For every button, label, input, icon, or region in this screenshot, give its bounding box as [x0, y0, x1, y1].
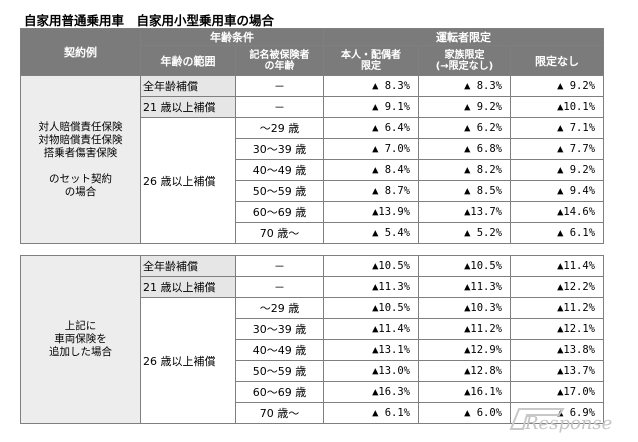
response-logo-icon: Response.	[509, 408, 613, 434]
header-insured-age: 記名被保険者 の年齢	[235, 45, 324, 76]
age-range-cell: 21 歳以上補償	[140, 276, 236, 298]
insured-age-cell: －	[235, 276, 324, 298]
rate-cell: ▲ 6.2%	[418, 117, 511, 139]
rate-table-section-2: 上記に 車両保険を 追加した場合 全年齢補償 － ▲10.5% ▲10.5% ▲…	[20, 255, 604, 424]
rate-cell: ▲11.4%	[323, 318, 419, 340]
insured-age-cell: ～29 歳	[235, 117, 324, 139]
age-range-cell: 21 歳以上補償	[140, 96, 236, 118]
rate-cell: ▲ 9.2%	[509, 159, 605, 181]
rate-cell: ▲12.1%	[510, 318, 604, 340]
age-range-cell: 全年齢補償	[140, 75, 236, 97]
page-title: 自家用普通乗用車 自家用小型乗用車の場合	[24, 13, 275, 28]
insured-age-cell: 40～49 歳	[235, 159, 324, 181]
rate-cell: ▲ 8.2%	[418, 159, 511, 181]
insured-age-cell: 30～39 歳	[235, 138, 324, 160]
age-range-cell: 26 歳以上補償	[140, 117, 236, 244]
rate-cell: ▲ 7.0%	[323, 138, 419, 160]
rate-cell: ▲13.9%	[323, 201, 419, 223]
rate-cell: ▲13.7%	[510, 360, 604, 382]
rate-cell: ▲ 9.1%	[323, 96, 419, 118]
insured-age-cell: 70 歳～	[235, 222, 324, 244]
header-age-condition: 年齢条件	[140, 28, 324, 46]
rate-cell: ▲10.5%	[323, 297, 419, 319]
rate-table-section-1: 契約例 年齢条件 運転者限定 年齢の範囲 記名被保険者 の年齢 本人・配偶者 限定 …	[20, 28, 605, 244]
rate-cell: ▲13.7%	[418, 201, 511, 223]
watermark-text: Response.	[524, 413, 613, 434]
rate-cell: ▲10.3%	[418, 297, 511, 319]
rate-cell: ▲ 6.8%	[418, 138, 511, 160]
rate-cell: ▲11.3%	[418, 276, 511, 298]
rate-cell: ▲ 8.5%	[418, 180, 511, 202]
rate-cell: ▲ 9.4%	[509, 180, 605, 202]
header-age-range: 年齢の範囲	[140, 45, 236, 76]
rate-cell: ▲ 6.1%	[323, 402, 419, 424]
rate-cell: ▲ 9.2%	[509, 75, 605, 97]
rate-cell: ▲ 6.4%	[323, 117, 419, 139]
insured-age-cell: －	[235, 96, 324, 118]
age-range-cell: 26 歳以上補償	[140, 297, 236, 424]
rate-cell: ▲ 6.9%	[510, 402, 604, 424]
insured-age-cell: 60～69 歳	[235, 381, 324, 403]
insured-age-cell: 50～59 歳	[235, 360, 324, 382]
rate-cell: ▲16.3%	[323, 381, 419, 403]
insured-age-cell: 40～49 歳	[235, 339, 324, 361]
rate-cell: ▲10.5%	[323, 255, 419, 277]
rate-cell: ▲ 8.3%	[418, 75, 511, 97]
rate-cell: ▲13.1%	[323, 339, 419, 361]
insured-age-cell: －	[235, 75, 324, 97]
header-contract-example: 契約例	[20, 28, 141, 76]
rate-cell: ▲11.4%	[510, 255, 604, 277]
insured-age-cell: －	[235, 255, 324, 277]
section2-label: 上記に 車両保険を 追加した場合	[20, 255, 141, 424]
rate-cell: ▲ 7.7%	[509, 138, 605, 160]
insured-age-cell: 70 歳～	[235, 402, 324, 424]
insured-age-cell: 60～69 歳	[235, 201, 324, 223]
age-range-cell: 全年齢補償	[140, 255, 236, 277]
rate-cell: ▲ 5.2%	[418, 222, 511, 244]
rate-cell: ▲14.6%	[509, 201, 605, 223]
rate-cell: ▲13.0%	[323, 360, 419, 382]
rate-cell: ▲12.9%	[418, 339, 511, 361]
rate-cell: ▲11.3%	[323, 276, 419, 298]
rate-cell: ▲12.2%	[510, 276, 604, 298]
section1-label: 対人賠償責任保険 対物賠償責任保険 搭乗者傷害保険 のセット契約 の場合	[20, 75, 141, 244]
rate-cell: ▲12.8%	[418, 360, 511, 382]
rate-cell: ▲ 8.7%	[323, 180, 419, 202]
rate-cell: ▲11.2%	[510, 297, 604, 319]
insured-age-cell: ～29 歳	[235, 297, 324, 319]
rate-cell: ▲ 8.4%	[323, 159, 419, 181]
header-self-spouse: 本人・配偶者 限定	[323, 45, 419, 76]
rate-cell: ▲ 6.1%	[509, 222, 605, 244]
rate-cell: ▲13.8%	[510, 339, 604, 361]
rate-cell: ▲ 9.2%	[418, 96, 511, 118]
insured-age-cell: 30～39 歳	[235, 318, 324, 340]
rate-cell: ▲10.5%	[418, 255, 511, 277]
rate-cell: ▲16.1%	[418, 381, 511, 403]
rate-cell: ▲ 6.0%	[418, 402, 511, 424]
rate-cell: ▲ 7.1%	[509, 117, 605, 139]
rate-cell: ▲10.1%	[509, 96, 605, 118]
rate-cell: ▲17.0%	[510, 381, 604, 403]
header-no-limit: 限定なし	[509, 45, 605, 76]
rate-cell: ▲ 5.4%	[323, 222, 419, 244]
insured-age-cell: 50～59 歳	[235, 180, 324, 202]
header-driver-limit: 運転者限定	[322, 28, 605, 46]
rate-cell: ▲ 8.3%	[323, 75, 419, 97]
rate-cell: ▲11.2%	[418, 318, 511, 340]
header-family: 家族限定 (→限定なし)	[418, 45, 511, 76]
